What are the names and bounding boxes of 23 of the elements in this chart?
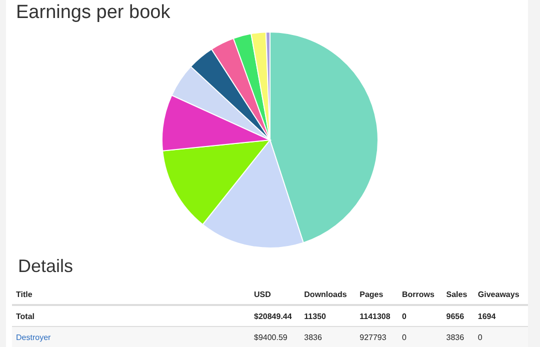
text: 0 bbox=[398, 326, 442, 347]
text: Giveaways bbox=[474, 284, 528, 305]
text: 927793 bbox=[356, 326, 398, 347]
text: Details bbox=[18, 256, 74, 277]
text: 11350 bbox=[300, 305, 356, 326]
text: Sales bbox=[442, 284, 474, 305]
text: 0 bbox=[398, 305, 442, 326]
text: USD bbox=[250, 284, 300, 305]
text: 9656 bbox=[442, 305, 474, 326]
text: Total bbox=[12, 305, 250, 326]
chart-title: Earnings per book bbox=[16, 2, 171, 23]
text: Title bbox=[12, 284, 250, 305]
text: Pages bbox=[356, 284, 398, 305]
text: $9400.59 bbox=[250, 326, 300, 347]
text: Destroyer bbox=[12, 326, 250, 347]
text: 0 bbox=[474, 326, 528, 347]
text: 3836 bbox=[442, 326, 474, 347]
text: $20849.44 bbox=[250, 305, 300, 326]
text: 1141308 bbox=[356, 305, 398, 326]
text: 3836 bbox=[300, 326, 356, 347]
text: 1694 bbox=[474, 305, 528, 326]
text: Downloads bbox=[300, 284, 356, 305]
text: Borrows bbox=[398, 284, 442, 305]
